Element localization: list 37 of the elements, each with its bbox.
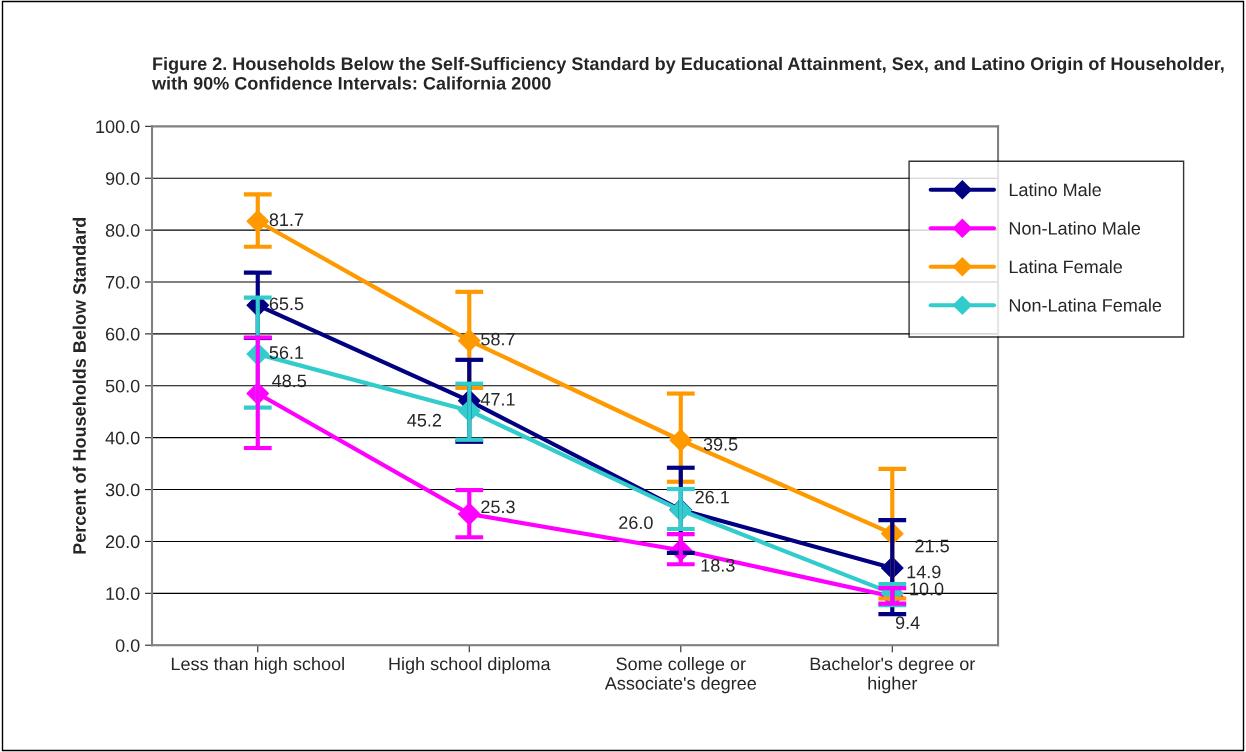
data-label: 21.5 [915,539,949,553]
y-tick-label: 10.0 [106,587,140,601]
y-tick-label: 0.0 [115,639,140,652]
legend-label: Non-Latina Female [1009,298,1162,312]
legend-label: Latino Male [1009,182,1101,197]
y-tick-label: 60.0 [105,327,140,341]
x-tick-label: Less than high school [171,657,344,674]
y-tick-label: 80.0 [105,224,140,237]
data-label: 65.5 [269,297,304,311]
y-tick-label: 20.0 [105,535,140,549]
data-label: 58.7 [481,332,515,346]
y-tick-label: 30.0 [105,483,140,497]
data-label: 48.5 [272,374,307,388]
data-label: 81.7 [269,213,304,227]
x-tick-label: High school diploma [389,657,551,674]
data-label: 26.1 [695,490,729,504]
data-label: 47.1 [480,393,515,406]
y-tick-label: 70.0 [105,275,140,289]
y-tick-label: 40.0 [105,431,140,445]
data-label: 9.4 [895,616,920,630]
data-label: 56.1 [269,346,304,359]
legend-label: Non-Latino Male [1009,221,1141,235]
x-tick-label: Some college or Associate's degree [604,657,756,694]
data-label: 10.0 [910,582,944,596]
data-label: 45.2 [407,413,442,427]
y-tick-label: 90.0 [105,172,140,185]
y-axis-title: Percent of Households Below Standard [72,217,86,554]
chart-title: Figure 2. Households Below the Self-Sufficiency Standard by Educational Attainment, Sex, and Latino Origin of Householder, with 90% Confidence Intervals: California 2000 [151,56,1224,90]
data-label: 18.3 [701,558,735,572]
y-tick-label: 50.0 [105,379,140,393]
data-label: 39.5 [703,437,738,451]
legend-label: Latina Female [1009,259,1123,274]
data-label: 26.0 [619,516,653,530]
data-label: 25.3 [481,500,515,514]
x-tick-label: Bachelor's degree or higher [810,657,976,694]
data-label: 14.9 [907,565,941,579]
y-tick-label: 100.0 [96,120,140,134]
